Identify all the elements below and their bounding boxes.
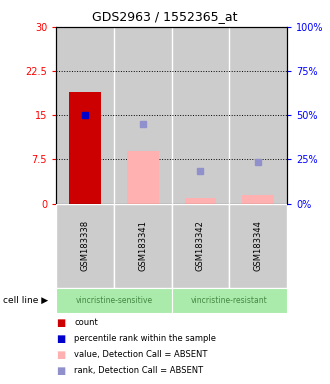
Text: count: count (74, 318, 98, 327)
Bar (127, 151, 159, 204)
Bar (229, 204, 287, 288)
Bar (56, 288, 172, 313)
Text: vincristine-sensitive: vincristine-sensitive (75, 296, 152, 305)
Bar (114, 204, 172, 288)
Text: ■: ■ (56, 366, 65, 376)
Text: rank, Detection Call = ABSENT: rank, Detection Call = ABSENT (74, 366, 203, 376)
Text: vincristine-resistant: vincristine-resistant (191, 296, 268, 305)
Bar (56, 204, 114, 288)
Bar (242, 195, 274, 204)
Bar (69, 92, 101, 204)
Text: ■: ■ (56, 318, 65, 328)
Text: ■: ■ (56, 334, 65, 344)
Text: ■: ■ (56, 350, 65, 360)
Bar (184, 198, 216, 204)
Text: GSM183338: GSM183338 (81, 220, 89, 271)
Bar (172, 204, 229, 288)
Bar (172, 288, 287, 313)
Text: GSM183341: GSM183341 (138, 220, 147, 271)
Text: GSM183344: GSM183344 (254, 220, 263, 271)
Text: value, Detection Call = ABSENT: value, Detection Call = ABSENT (74, 350, 208, 359)
Text: percentile rank within the sample: percentile rank within the sample (74, 334, 216, 343)
Text: GSM183342: GSM183342 (196, 220, 205, 271)
Text: GDS2963 / 1552365_at: GDS2963 / 1552365_at (92, 10, 238, 23)
Text: cell line ▶: cell line ▶ (3, 296, 49, 305)
